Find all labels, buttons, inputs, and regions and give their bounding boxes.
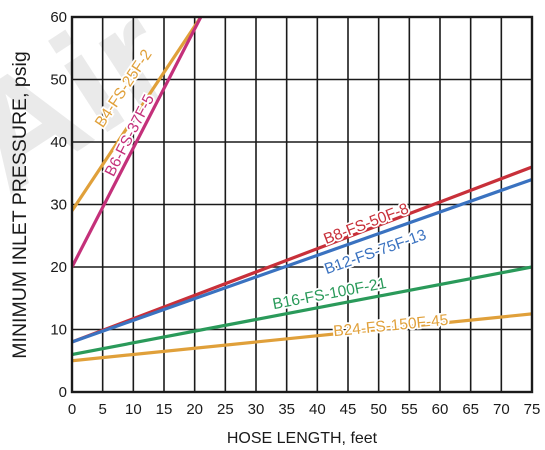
y-tick-label: 40 — [50, 134, 67, 151]
y-tick-label: 30 — [50, 197, 67, 214]
y-tick-label: 10 — [50, 322, 67, 339]
x-tick-label: 10 — [125, 401, 142, 418]
x-tick-label: 30 — [248, 401, 265, 418]
series-label-6: B24-FS-150F-45 — [333, 312, 450, 341]
series-line-6 — [72, 312, 532, 363]
series-lines — [72, 17, 532, 363]
plot-border — [70, 15, 534, 394]
series-label-5: B16-FS-100F-21 — [271, 275, 388, 313]
series-line-2 — [72, 17, 203, 268]
x-tick-label: 75 — [524, 401, 541, 418]
x-tick-label: 25 — [217, 401, 234, 418]
x-tick-label: 5 — [98, 401, 106, 418]
x-tick-label: 0 — [68, 401, 76, 418]
series-line-1 — [72, 17, 203, 212]
y-tick-label: 50 — [50, 72, 67, 89]
x-tick-label: 15 — [156, 401, 173, 418]
y-tick-label: 0 — [59, 384, 67, 401]
x-tick-label: 35 — [278, 401, 295, 418]
y-tick-label: 20 — [50, 259, 67, 276]
x-tick-label: 20 — [186, 401, 203, 418]
x-tick-label: 40 — [309, 401, 326, 418]
series-line-4 — [72, 177, 532, 344]
plot-frame — [70, 15, 534, 394]
x-tick-label: 50 — [370, 401, 387, 418]
series-line-5 — [72, 265, 532, 357]
y-axis-title: MINIMUM INLET PRESSURE, psig — [9, 51, 31, 358]
x-tick-label: 60 — [432, 401, 449, 418]
y-tick-label: 60 — [50, 9, 67, 26]
x-tick-label: 55 — [401, 401, 418, 418]
x-tick-label: 70 — [493, 401, 510, 418]
x-tick-label: 45 — [340, 401, 357, 418]
x-axis-title: HOSE LENGTH, feet — [227, 430, 378, 447]
series-line-3 — [72, 165, 532, 344]
tick-labels: 0 5 10 15 20 25 30 35 40 45 50 55 60 65 70 75 0 10 20 30 40 5… — [50, 9, 540, 418]
x-tick-label: 65 — [462, 401, 479, 418]
